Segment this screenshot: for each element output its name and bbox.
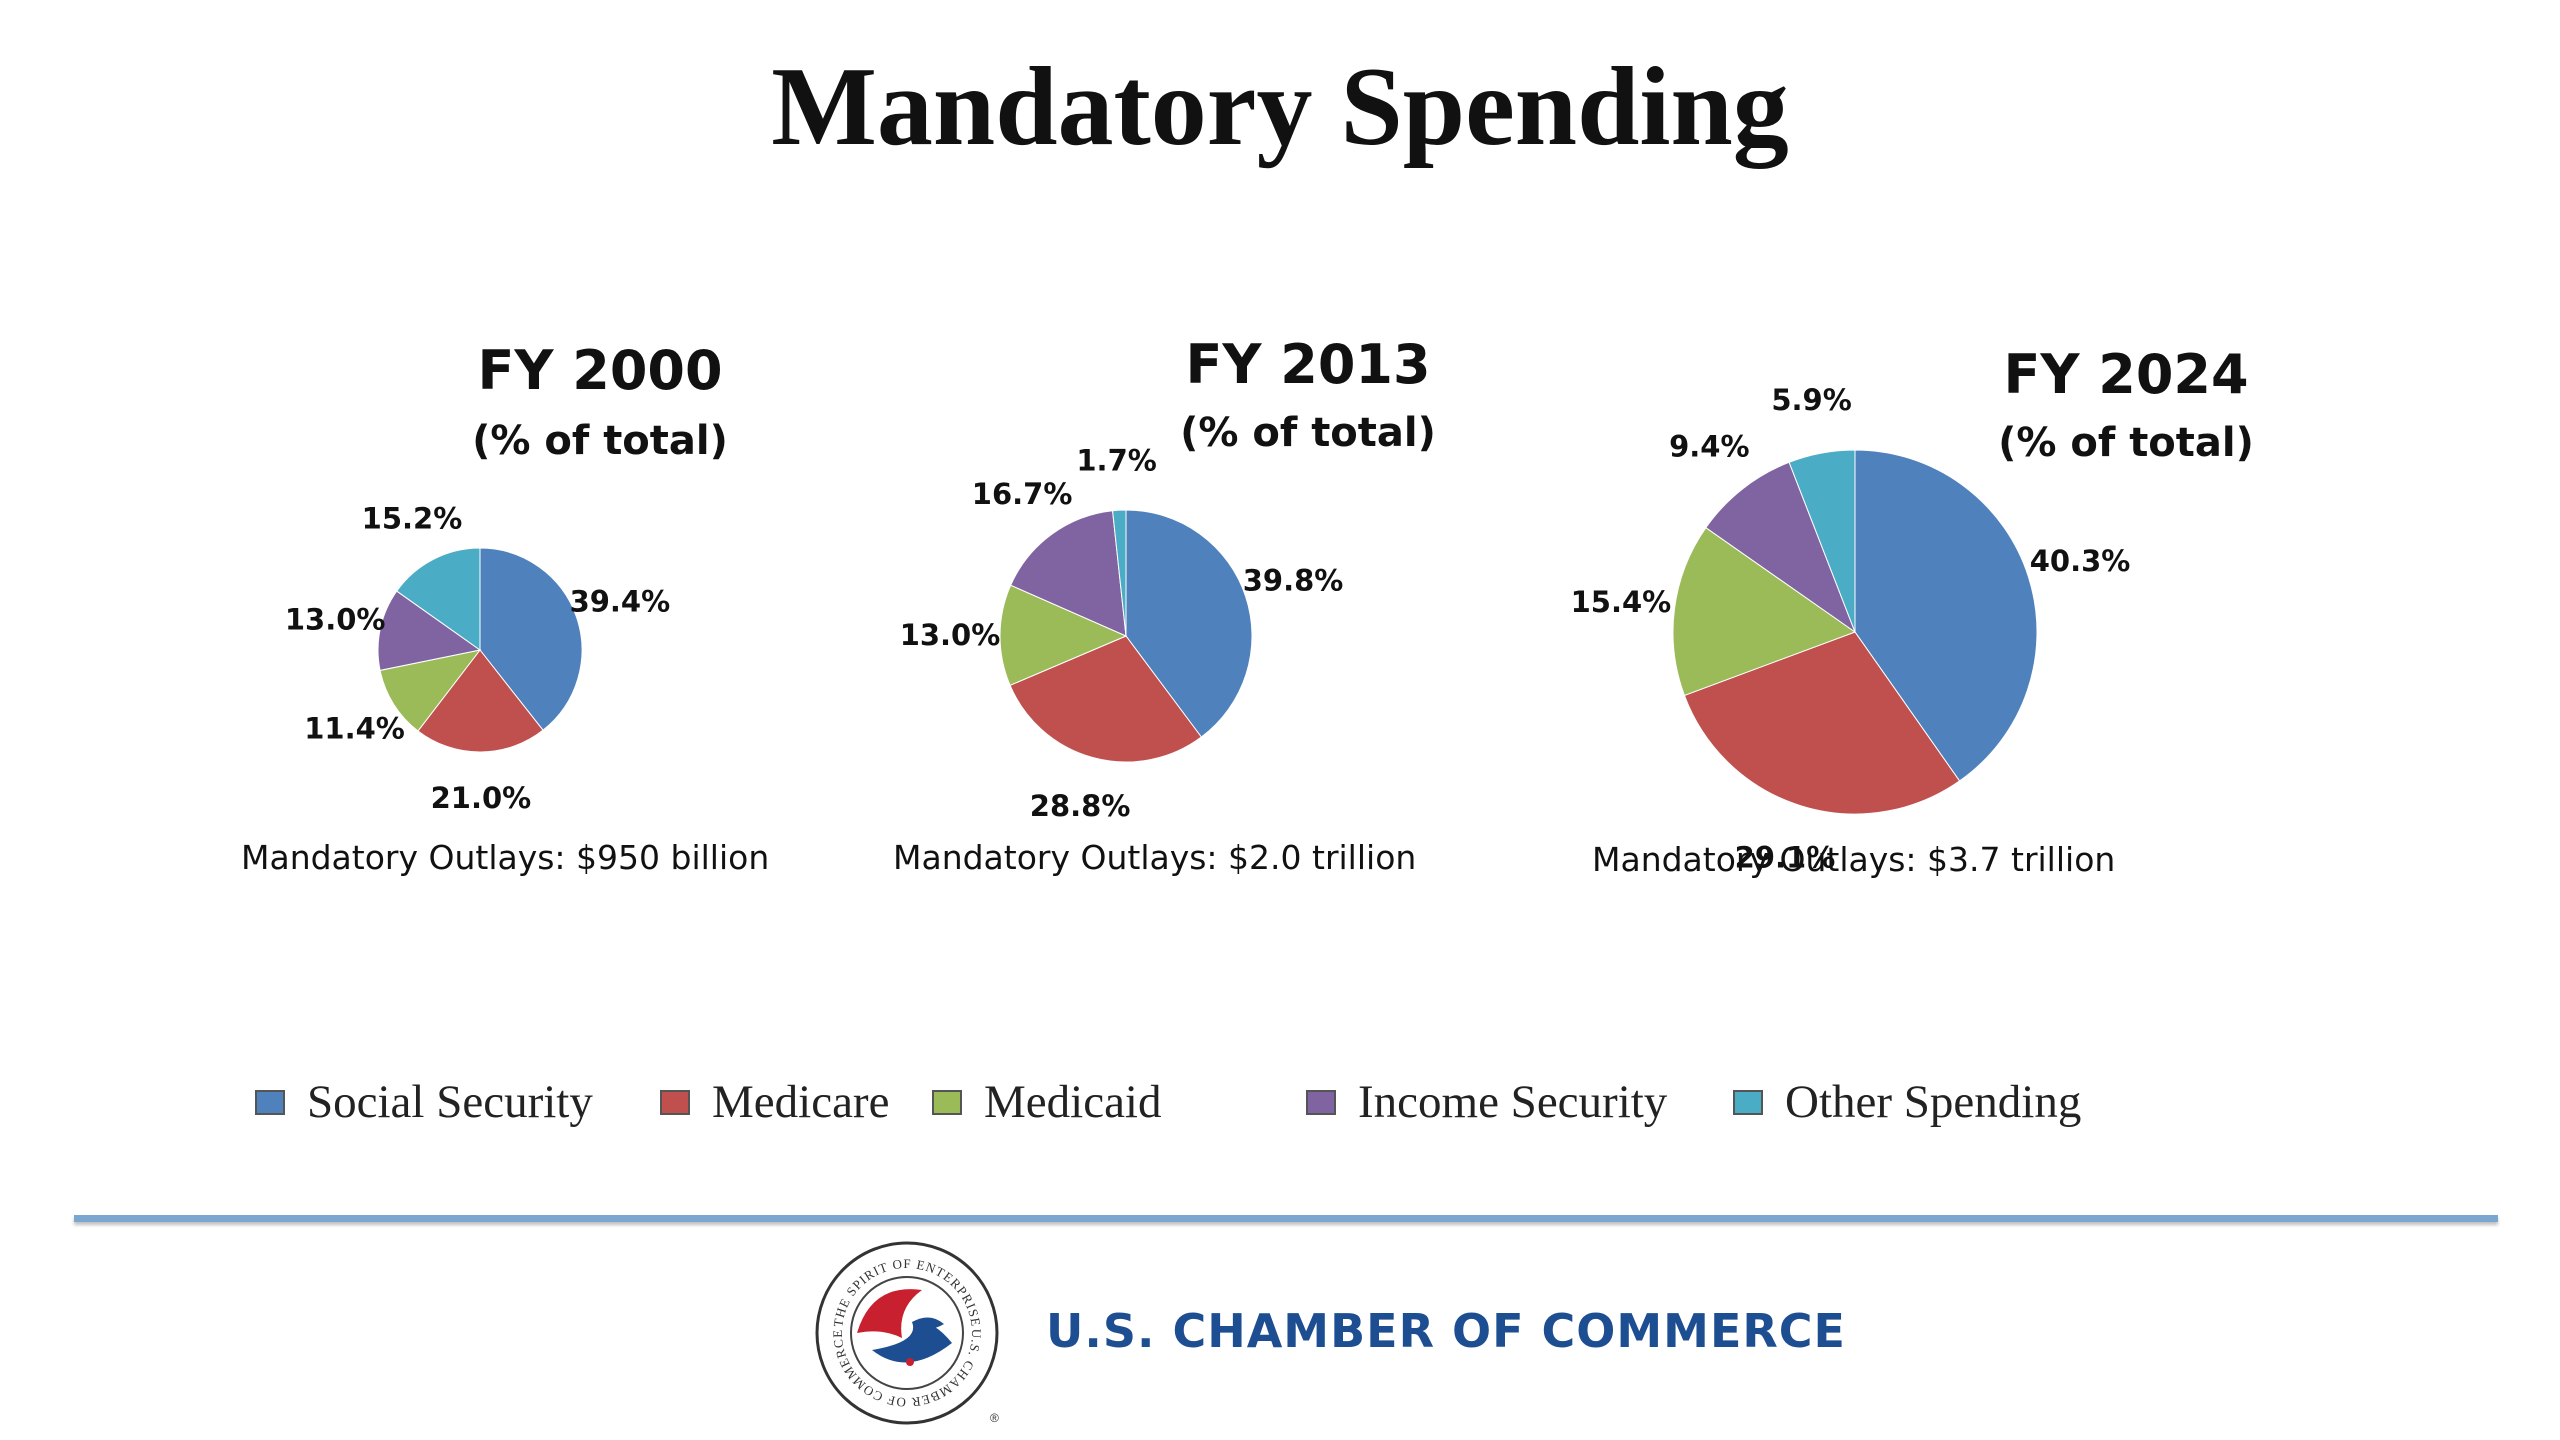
legend-item-social-security: Social Security — [255, 1075, 593, 1129]
organization-name: U.S. CHAMBER OF COMMERCE — [1046, 1304, 1846, 1358]
pie-slice-medicare — [1009, 635, 1203, 763]
pie-slice-social-security — [479, 547, 583, 731]
svg-text:®: ® — [990, 1411, 999, 1425]
chart-title: FY 2013 — [1185, 333, 1431, 396]
data-label: 40.3% — [2030, 544, 2131, 578]
legend-item-medicare: Medicare — [660, 1075, 889, 1129]
legend-item-income-security: Income Security — [1306, 1075, 1667, 1129]
data-label: 5.9% — [1771, 383, 1851, 417]
pie-slice-social-security — [1854, 449, 2038, 782]
legend-swatch — [1733, 1089, 1763, 1115]
page-title: Mandatory Spending — [771, 45, 1789, 169]
data-label: 15.2% — [362, 502, 463, 536]
data-label: 29.1% — [1735, 840, 1836, 874]
data-label: 1.7% — [1076, 443, 1156, 477]
pie-slice-medicare — [1683, 631, 1961, 815]
data-label: 39.8% — [1243, 564, 1344, 598]
pie-slice-medicaid — [999, 584, 1128, 686]
chart-subtitle: (% of total) — [1998, 420, 2254, 466]
outlays-note: Mandatory Outlays: $3.7 trillion — [1592, 840, 2116, 879]
legend: Social Security Medicare Medicaid Income… — [250, 1075, 2250, 1135]
legend-swatch — [660, 1089, 690, 1115]
pie-slice-other-spending — [1112, 509, 1127, 637]
pie-slice-income-security — [1705, 461, 1857, 634]
pie-slice-medicare — [417, 649, 544, 753]
chamber-seal-logo: THE SPIRIT OF ENTERPRISE U.S. CHAMBER OF… — [815, 1241, 999, 1425]
pie-slice-income-security — [1010, 510, 1127, 637]
chart-subtitle: (% of total) — [472, 418, 728, 464]
pie-slice-social-security — [1125, 509, 1253, 738]
legend-label: Social Security — [307, 1076, 593, 1128]
outlays-note: Mandatory Outlays: $950 billion — [241, 838, 770, 877]
legend-swatch — [1306, 1089, 1336, 1115]
data-label: 15.4% — [1571, 585, 1672, 619]
pie-slice-other-spending — [396, 547, 481, 651]
chart-title: FY 2000 — [477, 339, 723, 402]
pie-slice-other-spending — [1788, 449, 1856, 633]
data-label: 16.7% — [972, 477, 1073, 511]
data-label: 13.0% — [900, 618, 1001, 652]
pie-slice-medicaid — [379, 649, 482, 732]
legend-label: Income Security — [1358, 1076, 1668, 1128]
data-label: 39.4% — [570, 585, 671, 619]
data-label: 21.0% — [431, 781, 532, 815]
pie-slice-medicaid — [1672, 526, 1857, 697]
legend-swatch — [255, 1089, 285, 1115]
chart-subtitle: (% of total) — [1180, 410, 1436, 456]
legend-label: Medicaid — [984, 1076, 1162, 1128]
legend-item-medicaid: Medicaid — [932, 1075, 1162, 1129]
data-label: 11.4% — [304, 712, 405, 746]
data-label: 28.8% — [1030, 789, 1131, 823]
chart-title: FY 2024 — [2003, 343, 2249, 406]
legend-item-other-spending: Other Spending — [1733, 1075, 2081, 1129]
data-label: 9.4% — [1669, 429, 1749, 463]
divider — [74, 1215, 2498, 1222]
legend-swatch — [932, 1089, 962, 1115]
legend-label: Medicare — [712, 1076, 890, 1128]
outlays-note: Mandatory Outlays: $2.0 trillion — [893, 838, 1417, 877]
pie-slice-income-security — [377, 590, 482, 671]
legend-label: Other Spending — [1785, 1076, 2082, 1128]
data-label: 13.0% — [285, 603, 386, 637]
